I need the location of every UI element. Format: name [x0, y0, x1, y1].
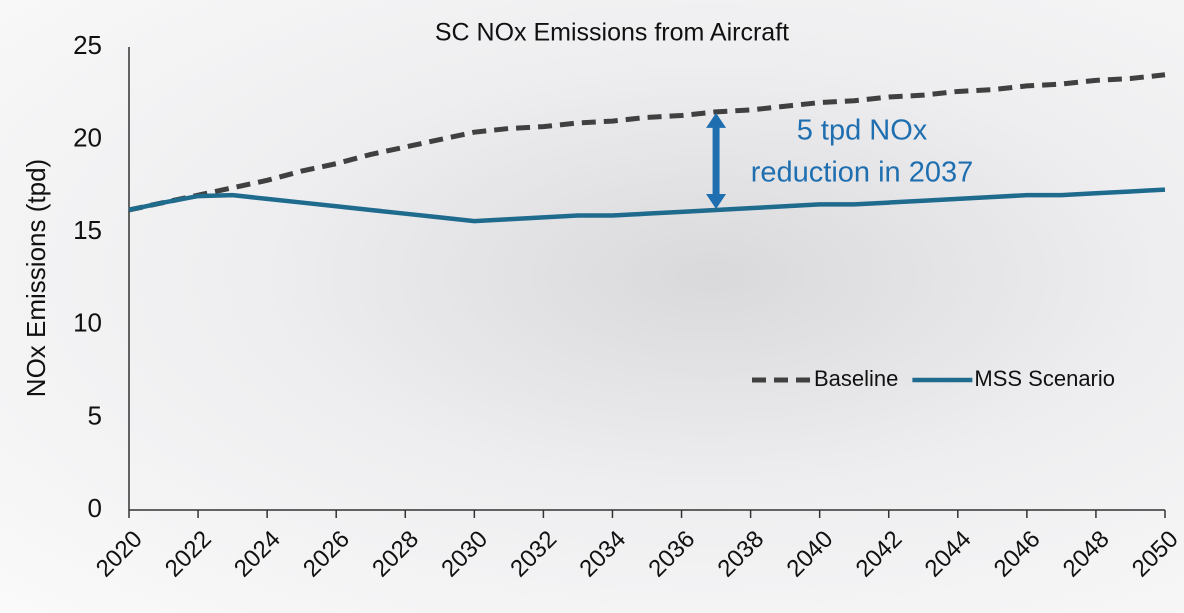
x-tick-label: 2046	[989, 526, 1046, 583]
y-tick-label: 5	[88, 400, 102, 430]
arrow-head	[706, 112, 727, 128]
x-tick-label: 2048	[1058, 526, 1115, 583]
series-line	[128, 187, 1166, 224]
x-tick-label: 2026	[298, 526, 355, 583]
annotation-text: reduction in 2037	[751, 157, 974, 189]
x-tick-label: 2030	[436, 526, 493, 583]
x-tick-label: 2034	[574, 526, 631, 583]
chart-title: SC NOx Emissions from Aircraft	[435, 19, 789, 47]
x-tick-label: 2036	[643, 526, 700, 583]
x-tick-label: 2032	[505, 526, 562, 583]
y-tick-label: 0	[88, 493, 102, 523]
x-tick-label: 2024	[229, 526, 286, 583]
x-tick-label: 2044	[920, 526, 977, 583]
y-axis-label: NOx Emissions (tpd)	[21, 159, 51, 397]
legend-label: Baseline	[814, 366, 898, 391]
y-tick-label: 10	[73, 308, 102, 338]
x-tick-label: 2022	[160, 526, 217, 583]
arrow-head	[706, 193, 727, 209]
x-tick-label: 2038	[712, 526, 769, 583]
y-tick-label: 20	[73, 122, 102, 152]
annotation-text: 5 tpd NOx	[797, 115, 928, 147]
x-tick-label: 2050	[1127, 526, 1184, 583]
legend-label: MSS Scenario	[974, 366, 1115, 391]
y-tick-label: 15	[73, 215, 102, 245]
series-line	[128, 72, 1166, 213]
y-tick-label: 25	[73, 30, 102, 60]
x-tick-label: 2042	[851, 526, 908, 583]
x-tick-label: 2020	[91, 526, 148, 583]
x-tick-label: 2040	[782, 526, 839, 583]
x-tick-label: 2028	[367, 526, 424, 583]
